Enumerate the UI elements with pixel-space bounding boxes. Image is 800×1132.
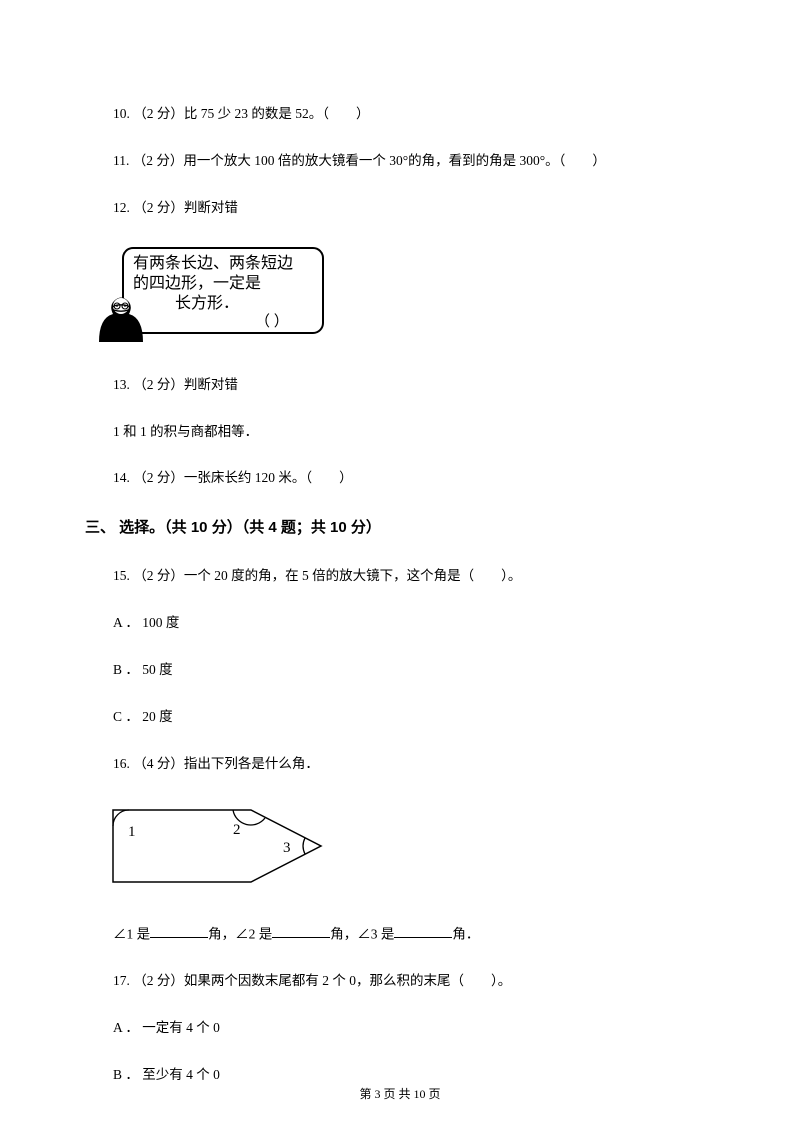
page: 10. （2 分）比 75 少 23 的数是 52。（ ） 11. （2 分）用… [0, 0, 800, 1132]
blank-2[interactable] [272, 925, 330, 939]
question-17: 17. （2 分）如果两个因数末尾都有 2 个 0，那么积的末尾（ ）。 [85, 972, 715, 991]
q17-option-a: A ． 一定有 4 个 0 [85, 1019, 715, 1038]
speech-bubble-figure: 有两条长边、两条短边 的四边形，一定是 长方形． （ ） [85, 246, 715, 346]
blank-1[interactable] [150, 925, 208, 939]
q15-option-a: A ． 100 度 [85, 614, 715, 633]
section-3-heading: 三、 选择。（共 10 分）（共 4 题；共 10 分） [85, 516, 715, 537]
q15-option-b: B ． 50 度 [85, 661, 715, 680]
blank-3[interactable] [394, 925, 452, 939]
angle-label-3: 3 [283, 840, 291, 856]
question-10: 10. （2 分）比 75 少 23 的数是 52。（ ） [85, 105, 715, 124]
q16-text-1: ∠1 是 [113, 926, 150, 941]
question-16: 16. （4 分）指出下列各是什么角． [85, 755, 715, 774]
speech-line2: 的四边形，一定是 [133, 274, 261, 292]
question-13: 13. （2 分）判断对错 [85, 376, 715, 395]
cartoon-head-icon [99, 297, 143, 342]
angle-figure: 1 2 3 [103, 802, 715, 897]
page-footer: 第 3 页 共 10 页 [0, 1085, 800, 1102]
q16-text-2: 角，∠2 是 [208, 926, 272, 941]
question-15: 15. （2 分）一个 20 度的角，在 5 倍的放大镜下，这个角是（ ）。 [85, 567, 715, 586]
angle-arc-3 [303, 838, 305, 854]
angle-label-1: 1 [128, 824, 136, 840]
question-12: 12. （2 分）判断对错 [85, 199, 715, 218]
q16-text-3: 角，∠3 是 [330, 926, 394, 941]
speech-paren: （ ） [255, 313, 289, 330]
q17-option-b: B ． 至少有 4 个 0 [85, 1066, 715, 1085]
question-11: 11. （2 分）用一个放大 100 倍的放大镜看一个 30°的角，看到的角是 … [85, 152, 715, 171]
speech-line3: 长方形． [175, 294, 239, 312]
q16-text-4: 角． [452, 926, 479, 941]
q15-option-c: C ． 20 度 [85, 708, 715, 727]
question-14: 14. （2 分）一张床长约 120 米。（ ） [85, 469, 715, 488]
question-16-fill: ∠1 是 角，∠2 是 角，∠3 是 角． [85, 925, 715, 944]
speech-line1: 有两条长边、两条短边 [133, 254, 293, 272]
angle-arc-1 [113, 810, 129, 826]
angle-label-2: 2 [233, 822, 241, 838]
question-13-body: 1 和 1 的积与商都相等． [85, 423, 715, 442]
